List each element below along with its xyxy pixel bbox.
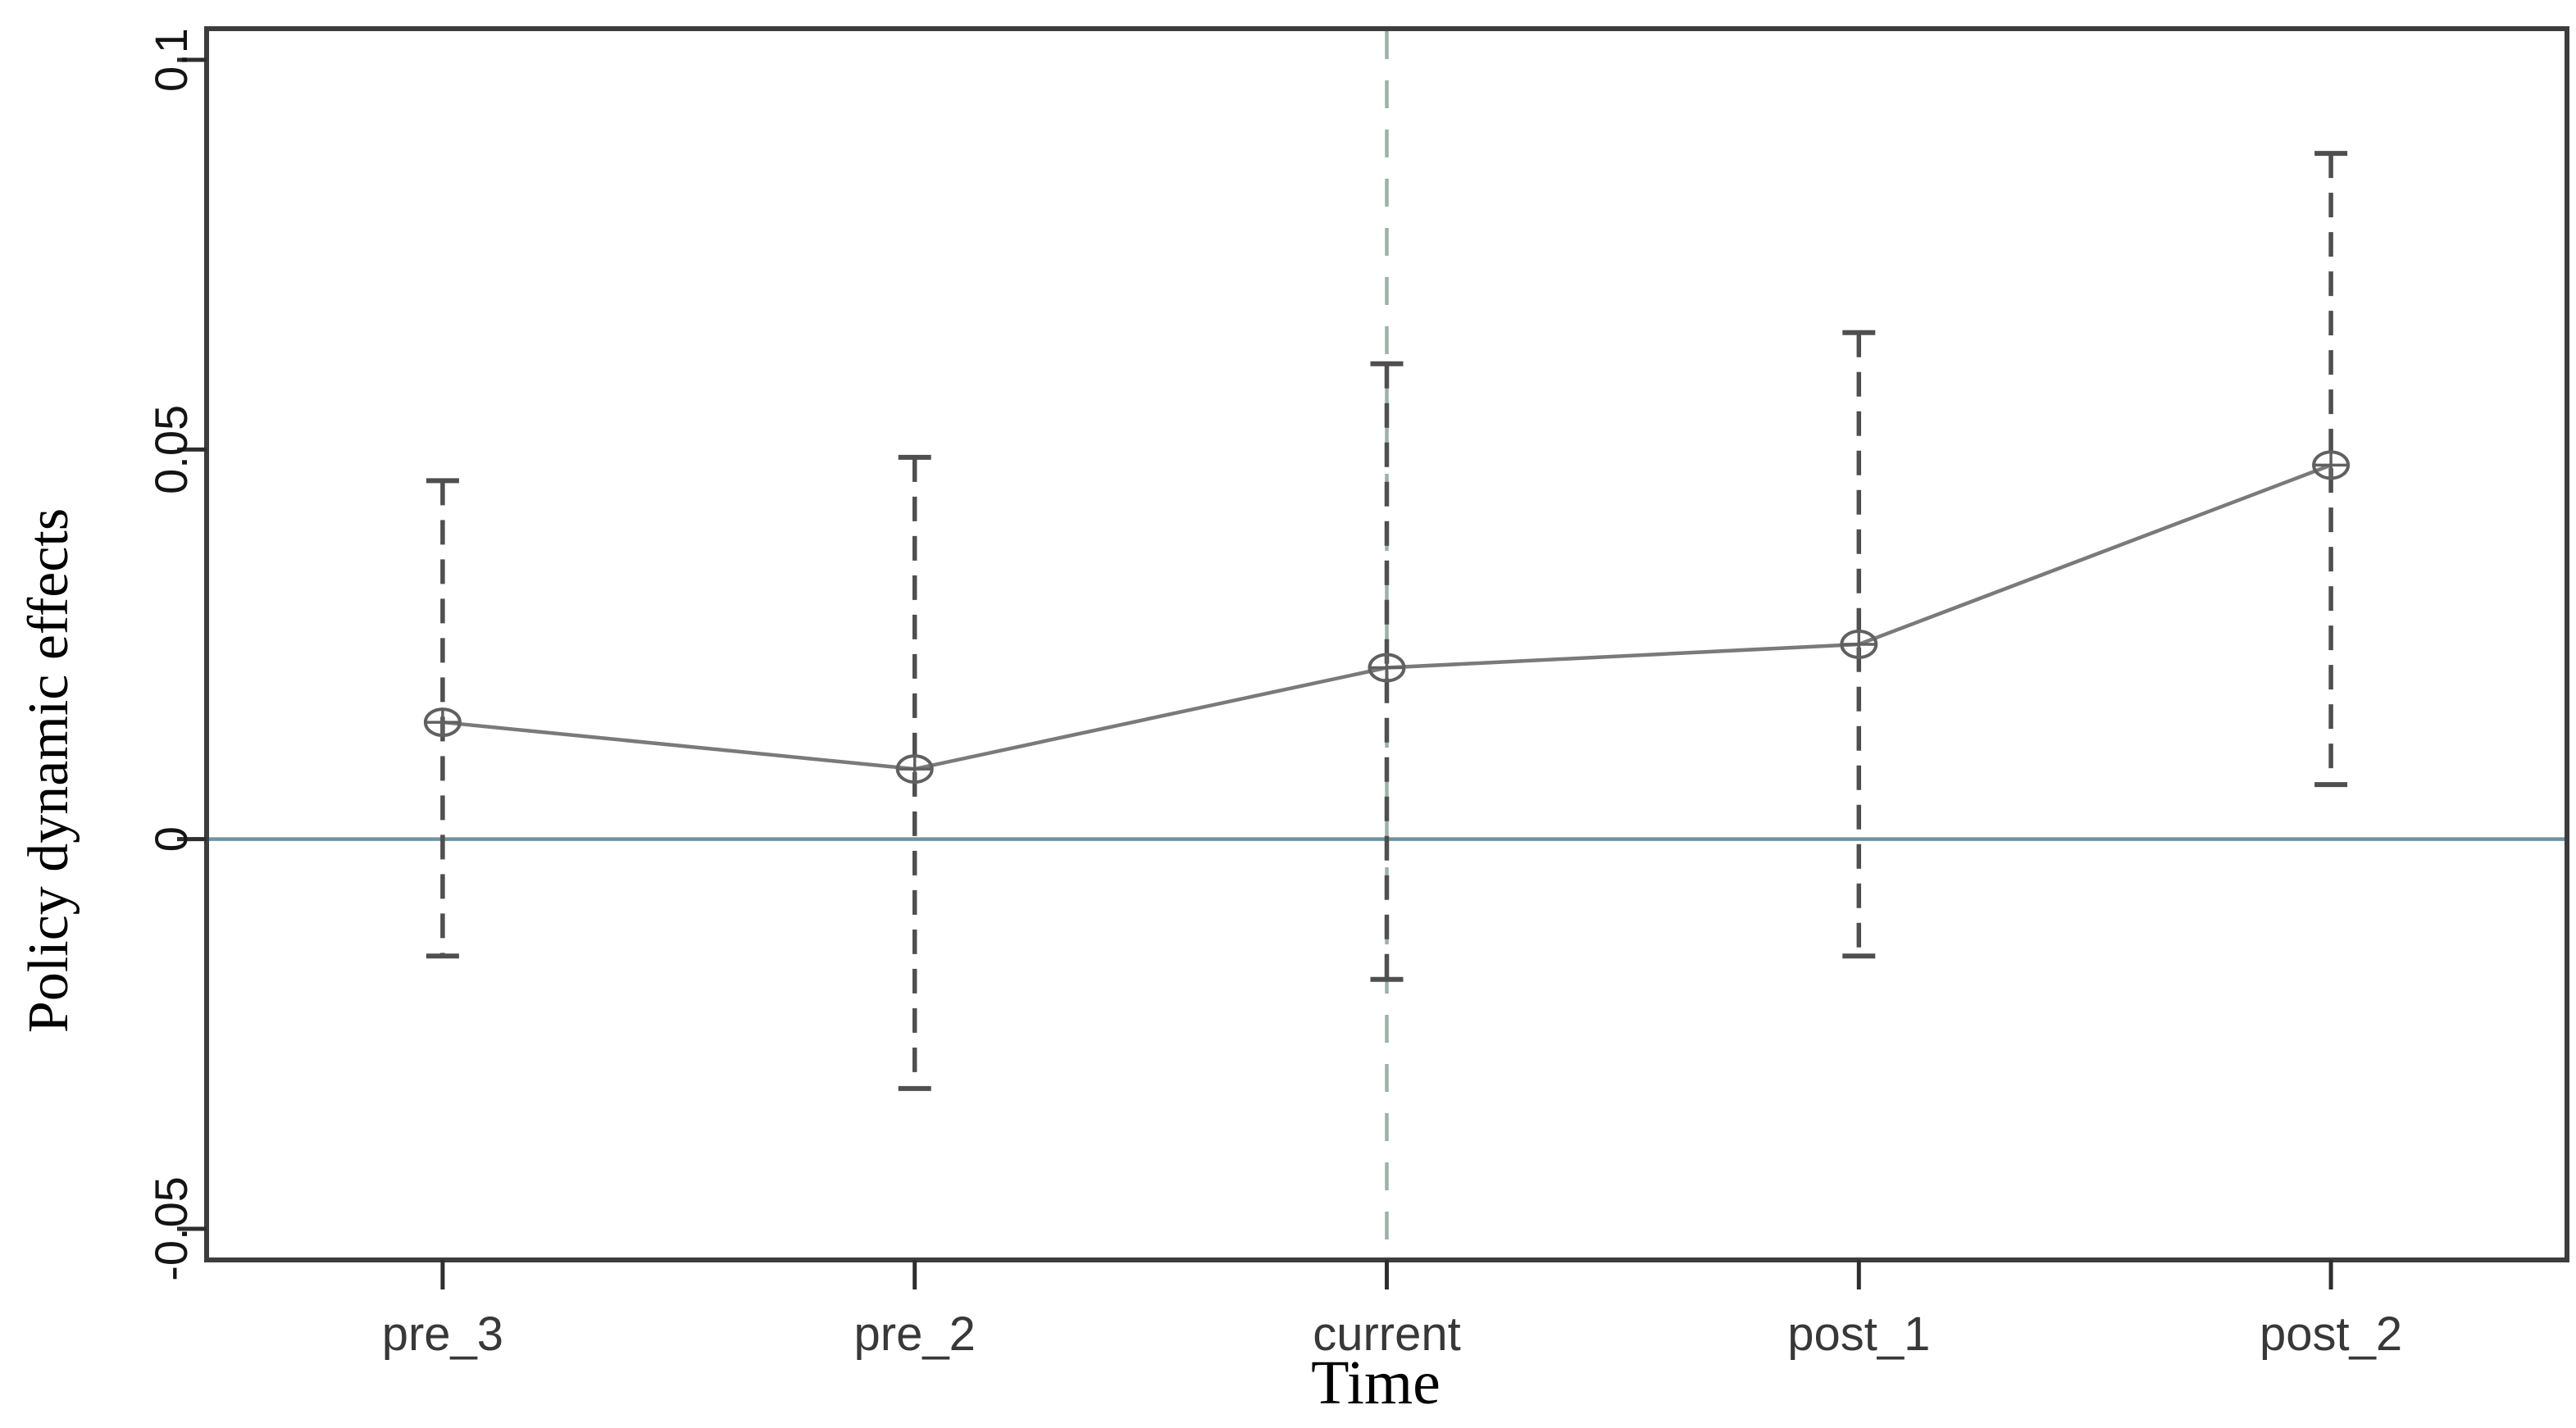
marker-post_1 [1840, 630, 1878, 659]
x-tick-label-pre_3: pre_3 [382, 1307, 503, 1361]
y-tick-label-0.05: 0.05 [145, 405, 197, 494]
marker-circle [1368, 653, 1406, 683]
marker-pre_2 [895, 754, 934, 784]
ci-post_1 [1842, 330, 1876, 959]
markers-layer [423, 450, 2351, 784]
y-tick-label-0: 0 [145, 826, 197, 852]
marker-pre_3 [423, 707, 462, 738]
y-axis-title: Policy dynamic effects [17, 508, 80, 1033]
marker-circle [1840, 630, 1878, 659]
y-tick-label-0.1: 0.1 [145, 28, 197, 92]
x-axis-title: Time [1311, 1348, 1440, 1417]
x-tick-label-current: current [1313, 1307, 1461, 1361]
ticks-layer: 0.1 0.05 0 -0.05 pre_3 pre_2 current post_1 post… [145, 28, 2402, 1361]
marker-post_2 [2312, 450, 2351, 480]
marker-circle [2312, 450, 2351, 480]
ci-current [1370, 361, 1404, 982]
x-tick-label-post_1: post_1 [1787, 1307, 1930, 1361]
marker-current [1368, 653, 1406, 683]
x-tick-label-pre_2: pre_2 [854, 1307, 976, 1361]
x-tick-label-post_2: post_2 [2260, 1307, 2402, 1361]
y-tick-label--0.05: -0.05 [145, 1176, 197, 1281]
marker-circle [423, 707, 462, 738]
marker-circle [895, 754, 934, 784]
